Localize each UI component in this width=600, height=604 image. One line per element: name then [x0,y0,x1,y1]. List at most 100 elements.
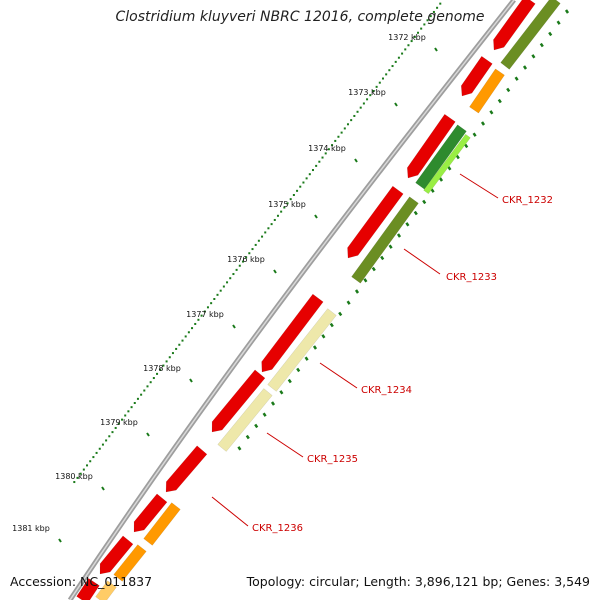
scale-minor-tick [248,252,251,255]
scale-minor-tick [121,418,124,421]
scale-minor-tick [149,381,152,384]
scale-minor-tick [194,322,197,325]
scale-minor-tick [369,94,372,97]
scale-minor-tick [232,273,235,276]
inner-tick [304,356,309,361]
inner-tick [245,434,250,440]
inner-tick [422,199,427,205]
scale-minor-tick [318,160,321,163]
genome-backbone-outer [67,0,516,602]
scale-minor-tick [324,152,327,155]
inner-tick [354,289,360,294]
inner-tick [531,54,536,59]
scale-minor-tick [127,410,130,413]
scale-minor-tick [152,377,155,380]
scale-minor-tick [366,98,369,101]
scale-minor-tick [321,156,324,159]
scale-minor-tick [426,19,429,22]
scale-minor-tick [385,73,388,76]
scale-minor-tick [270,223,273,226]
scale-minor-tick [423,23,426,26]
gene-labels: CKR_1232 CKR_1233 CKR_1234 CKR_1235 CKR_1236 [252,195,553,534]
scale-minor-tick [407,44,410,47]
scale-minor-tick [429,15,432,18]
gene-block [217,388,273,452]
inner-tick [556,20,561,25]
genome-backbone-inner [69,0,515,601]
scale-minor-tick [238,264,241,267]
gene-block [500,0,561,70]
scale-minor-tick [136,397,139,400]
scale-minor-tick [308,173,311,176]
inner-tick [363,278,368,283]
scale-minor-tick [229,277,232,280]
scale-minor-tick [226,281,229,284]
scale-major-tick [314,214,318,219]
scale-minor-tick [432,10,435,13]
scale-minor-tick [181,339,184,342]
gene-label[interactable]: CKR_1235 [307,454,358,465]
inner-tick [312,345,318,350]
scale-major-tick [101,486,105,491]
gene-label[interactable]: CKR_1236 [252,523,303,534]
gene-label-lines [211,173,499,527]
scale-label: 1372 kbp [388,33,426,42]
inner-tick [497,98,502,104]
scale-minor-tick [276,214,279,217]
scale-minor-tick [213,298,216,300]
gene-label[interactable]: CKR_1233 [446,272,497,283]
scale-minor-tick [410,40,413,43]
inner-tick [539,42,544,48]
scale-minor-tick [337,135,340,138]
gene-block [469,68,505,114]
gene-block [351,196,419,284]
inner-tick [548,31,553,37]
gene-label[interactable]: CKR_1232 [502,195,553,206]
gene-leader-line [403,248,441,275]
scale-minor-tick [206,306,209,309]
scale-minor-tick [95,451,98,454]
scale-minor-tick [108,435,111,438]
scale-minor-tick [117,422,120,425]
accession-text: Accession: NC_011837 [10,574,153,589]
inner-tick [338,311,343,317]
scale-minor-tick [124,414,127,417]
inner-tick [564,9,570,14]
scale-minor-tick [251,248,254,251]
scale-major-tick [58,538,62,543]
scale-minor-tick [178,343,181,346]
inner-tick [346,300,351,305]
gene-arrow [99,535,134,575]
scale-dots [73,2,442,484]
gene-arrow [211,369,266,433]
scale-minor-tick [420,27,423,30]
gene-leader-line [459,173,499,199]
scale-minor-tick [340,131,343,134]
scale-minor-tick [162,364,165,367]
gene-arrow [347,185,404,259]
scale-label: 1380 kbp [55,472,93,481]
scale-major-tick [354,158,358,163]
inner-tick [522,65,528,70]
inner-tick [413,210,418,216]
scale-minor-tick [254,243,257,246]
inner-tick [506,87,511,93]
scale-minor-tick [334,139,337,142]
scale-minor-tick [197,318,200,321]
inner-tick [237,446,242,451]
scale-label: 1381 kbp [12,524,50,533]
gene-label[interactable]: CKR_1234 [361,385,412,396]
gene-features [76,0,561,604]
scale-minor-tick [292,194,295,196]
scale-label: 1375 kbp [268,200,306,209]
scale-minor-tick [350,119,353,122]
scale-minor-tick [219,289,222,292]
gene-arrow [407,113,456,179]
inner-tick [514,76,519,81]
gene-arrow [133,493,168,533]
scale-minor-tick [257,239,260,242]
scale-minor-tick [111,431,114,434]
scale-minor-tick [140,393,143,396]
scale-minor-tick [114,426,117,429]
